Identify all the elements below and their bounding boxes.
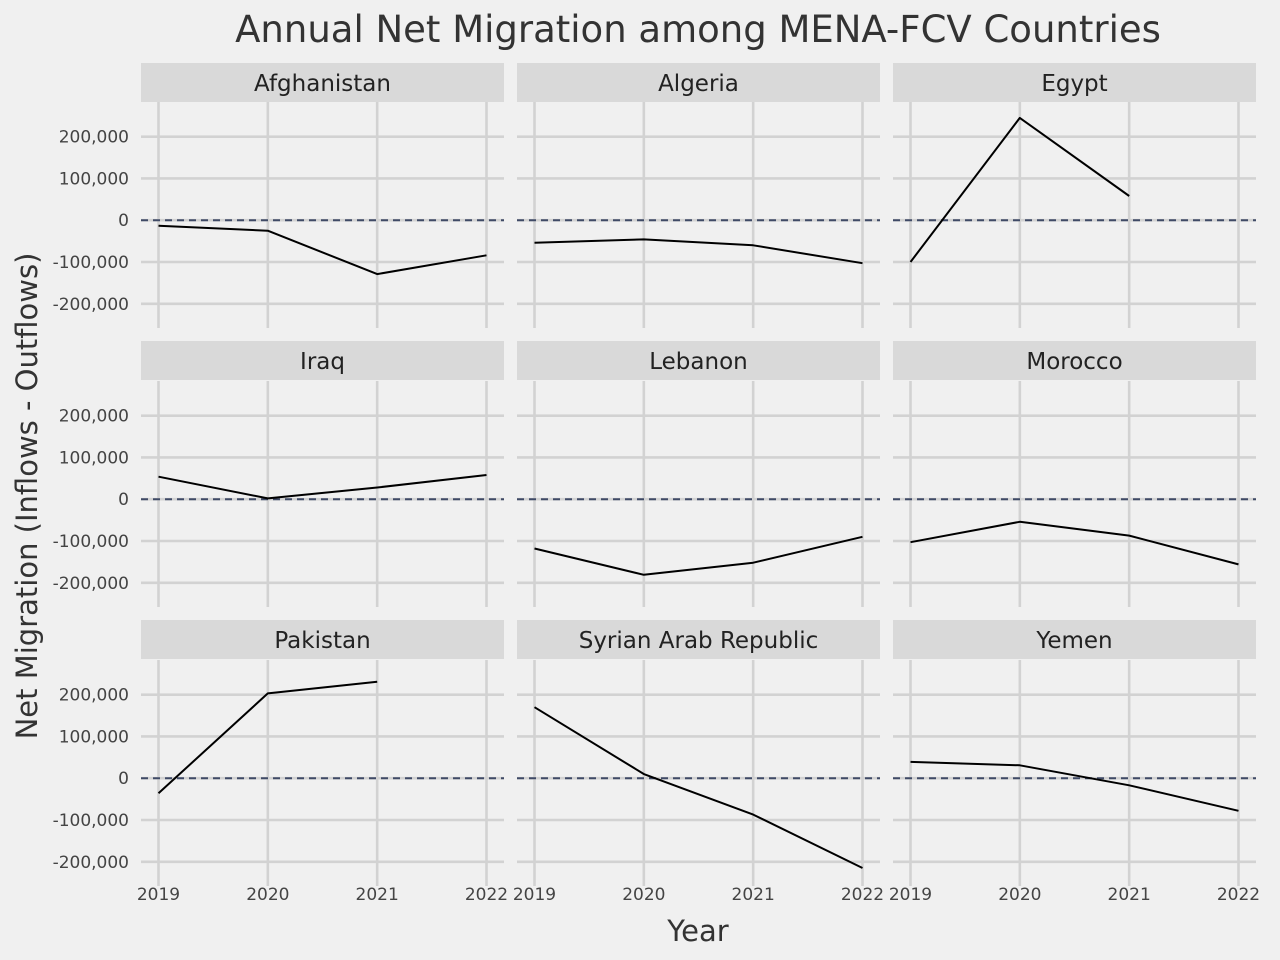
series-line [158,474,487,500]
y-tick-label: 0 [118,769,129,789]
facet-strip [517,341,880,380]
x-tick-label: 2022 [465,885,508,905]
facet-afghanistan: Afghanistan 200,000 100,000 0 -100,000 -200,0… [53,63,504,328]
x-tick-label: 2019 [513,885,556,905]
y-tick-label: 200,000 [59,686,129,706]
chart-title: Annual Net Migration among MENA-FCV Coun… [235,8,1161,51]
facet-label: Algeria [658,71,739,97]
facet-label: Afghanistan [254,71,391,97]
y-tick-label: 100,000 [59,727,129,747]
facet-label: Morocco [1026,349,1122,375]
y-tick-label: 0 [118,490,129,510]
facet-strip [517,63,880,102]
series-line [157,680,378,795]
series-line [910,520,1239,566]
facet-strip [517,620,880,659]
y-tick-label: 100,000 [59,448,129,468]
series-line [909,116,1130,263]
series-line [533,706,863,869]
facet-lebanon: Lebanon [517,341,880,607]
facet-strip [893,620,1256,659]
series-line [158,224,487,276]
facet-strip [893,63,1256,102]
y-tick-label: 0 [118,211,129,231]
y-tick-label: 100,000 [59,169,129,189]
facet-label: Lebanon [649,349,747,375]
series-line [534,238,863,265]
series-line [910,760,1239,812]
x-tick-label: 2020 [622,885,665,905]
y-axis-label: Net Migration (Inflows - Outflows) [10,253,44,740]
x-tick-label: 2019 [889,885,932,905]
x-tick-label: 2021 [356,885,399,905]
y-tick-label: -200,000 [53,853,129,873]
x-tick-label: 2020 [246,885,289,905]
x-axis-label: Year [666,914,728,948]
facet-iraq: Iraq 200,000 100,000 0 -100,000 -200,000 [53,341,504,607]
series-line [534,535,863,576]
facet-label: Yemen [1035,628,1112,654]
facet-pakistan: Pakistan 200,000 100,000 0 -100,000 -200,000 2… [53,620,508,905]
y-tick-label: -100,000 [53,253,129,273]
facet-label: Syrian Arab Republic [579,628,819,654]
facet-panels: Afghanistan 200,000 100,000 0 -100,000 -200,0… [53,63,1260,905]
facet-morocco: Morocco [893,341,1256,607]
x-tick-label: 2022 [841,885,884,905]
x-tick-label: 2021 [1108,885,1151,905]
facet-label: Pakistan [274,628,370,654]
y-tick-label: -100,000 [53,811,129,831]
facet-algeria: Algeria [517,63,880,328]
y-tick-label: -200,000 [53,295,129,315]
x-tick-label: 2022 [1217,885,1260,905]
y-tick-label: -100,000 [53,532,129,552]
facet-strip [141,341,504,380]
facet-label: Egypt [1041,71,1107,97]
facet-yemen: Yemen 2019 2020 2021 2022 [889,620,1260,905]
facet-strip [141,620,504,659]
facet-syrian-arab-republic: Syrian Arab Republic 2019 2020 2021 2022 [513,620,884,905]
x-tick-label: 2019 [137,885,180,905]
facet-label: Iraq [300,349,345,375]
y-tick-label: 200,000 [59,407,129,427]
y-tick-label: -200,000 [53,574,129,594]
x-tick-label: 2020 [998,885,1041,905]
facet-strip [141,63,504,102]
y-tick-label: 200,000 [59,128,129,148]
x-tick-label: 2021 [732,885,775,905]
facet-egypt: Egypt [893,63,1256,328]
facet-strip [893,341,1256,380]
